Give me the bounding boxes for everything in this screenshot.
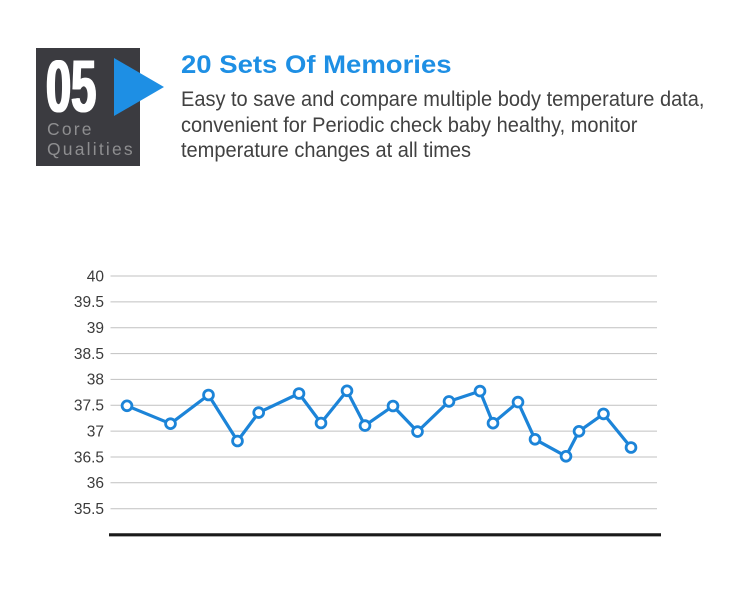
svg-text:38: 38	[87, 372, 104, 389]
svg-text:36: 36	[87, 475, 104, 492]
svg-text:40: 40	[87, 268, 105, 285]
svg-text:36.5: 36.5	[74, 449, 104, 466]
svg-text:39: 39	[87, 320, 104, 337]
svg-text:37.5: 37.5	[74, 398, 104, 415]
svg-text:37: 37	[87, 423, 104, 440]
svg-text:39.5: 39.5	[74, 294, 104, 311]
svg-text:35.5: 35.5	[74, 501, 104, 518]
svg-text:38.5: 38.5	[74, 346, 104, 363]
